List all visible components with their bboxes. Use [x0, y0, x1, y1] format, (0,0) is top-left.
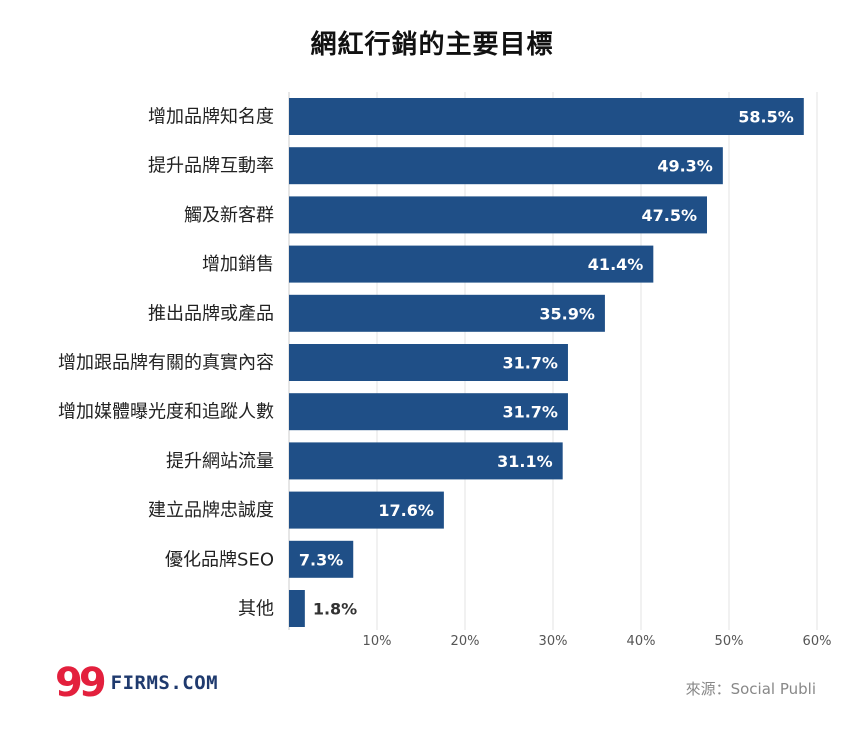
category-label: 建立品牌忠誠度 — [148, 500, 274, 521]
value-label: 31.1% — [497, 452, 553, 471]
logo-text: FIRMS.COM — [110, 672, 219, 694]
category-label: 增加跟品牌有關的真實內容 — [58, 353, 274, 374]
value-labels: 58.5% 49.3% 47.5% 41.4% 35.9% 31.7% 31.7% 31.1%… — [299, 108, 794, 619]
category-label: 增加品牌知名度 — [148, 107, 274, 128]
logo-mark: 99 — [55, 660, 107, 706]
bar — [289, 294, 605, 332]
category-label: 優化品牌SEO — [165, 549, 274, 570]
x-tick-label: 10% — [363, 634, 392, 649]
firms-logo: 99 FIRMS.COM — [55, 663, 218, 703]
bar — [289, 98, 804, 135]
x-tick-label: 20% — [451, 634, 480, 649]
bar — [289, 393, 568, 431]
category-label: 增加媒體曝光度和追蹤人數 — [58, 402, 274, 423]
category-label: 推出品牌或產品 — [148, 303, 274, 324]
x-tick-label: 30% — [539, 634, 568, 649]
bar — [289, 344, 568, 381]
value-label: 35.9% — [539, 304, 595, 323]
category-label: 提升網站流量 — [166, 451, 274, 472]
chart-title: 網紅行銷的主要目標 — [310, 30, 554, 60]
x-tick-label: 60% — [803, 634, 832, 649]
bars — [289, 98, 804, 627]
bar — [289, 540, 354, 578]
value-label: 17.6% — [378, 501, 434, 520]
x-tick-label: 40% — [627, 634, 656, 649]
bar — [289, 245, 654, 283]
category-label: 增加銷售 — [202, 254, 274, 275]
value-label: 7.3% — [299, 550, 343, 569]
x-tick-label: 50% — [715, 634, 744, 649]
value-label: 31.7% — [502, 403, 558, 422]
category-label: 其他 — [238, 599, 274, 620]
bar — [289, 196, 707, 234]
bar — [289, 442, 563, 480]
bar — [289, 590, 305, 627]
value-label: 1.8% — [313, 600, 357, 619]
value-label: 31.7% — [502, 354, 558, 373]
category-label: 提升品牌互動率 — [148, 156, 274, 177]
value-label: 41.4% — [588, 255, 644, 274]
bar-chart: 增加品牌知名度提升品牌互動率觸及新客群增加銷售推出品牌或產品增加跟品牌有關的真實… — [58, 92, 832, 649]
source-note: 來源：Social Publi — [685, 680, 816, 698]
category-labels: 增加品牌知名度提升品牌互動率觸及新客群增加銷售推出品牌或產品增加跟品牌有關的真實… — [58, 107, 274, 620]
x-axis-ticks: 10% 20% 30% 40% 50% 60% — [363, 634, 832, 649]
value-label: 58.5% — [738, 108, 794, 127]
value-label: 47.5% — [641, 206, 697, 225]
category-label: 觸及新客群 — [184, 205, 274, 226]
bar — [289, 147, 723, 185]
bar — [289, 491, 444, 529]
value-label: 49.3% — [657, 157, 713, 176]
